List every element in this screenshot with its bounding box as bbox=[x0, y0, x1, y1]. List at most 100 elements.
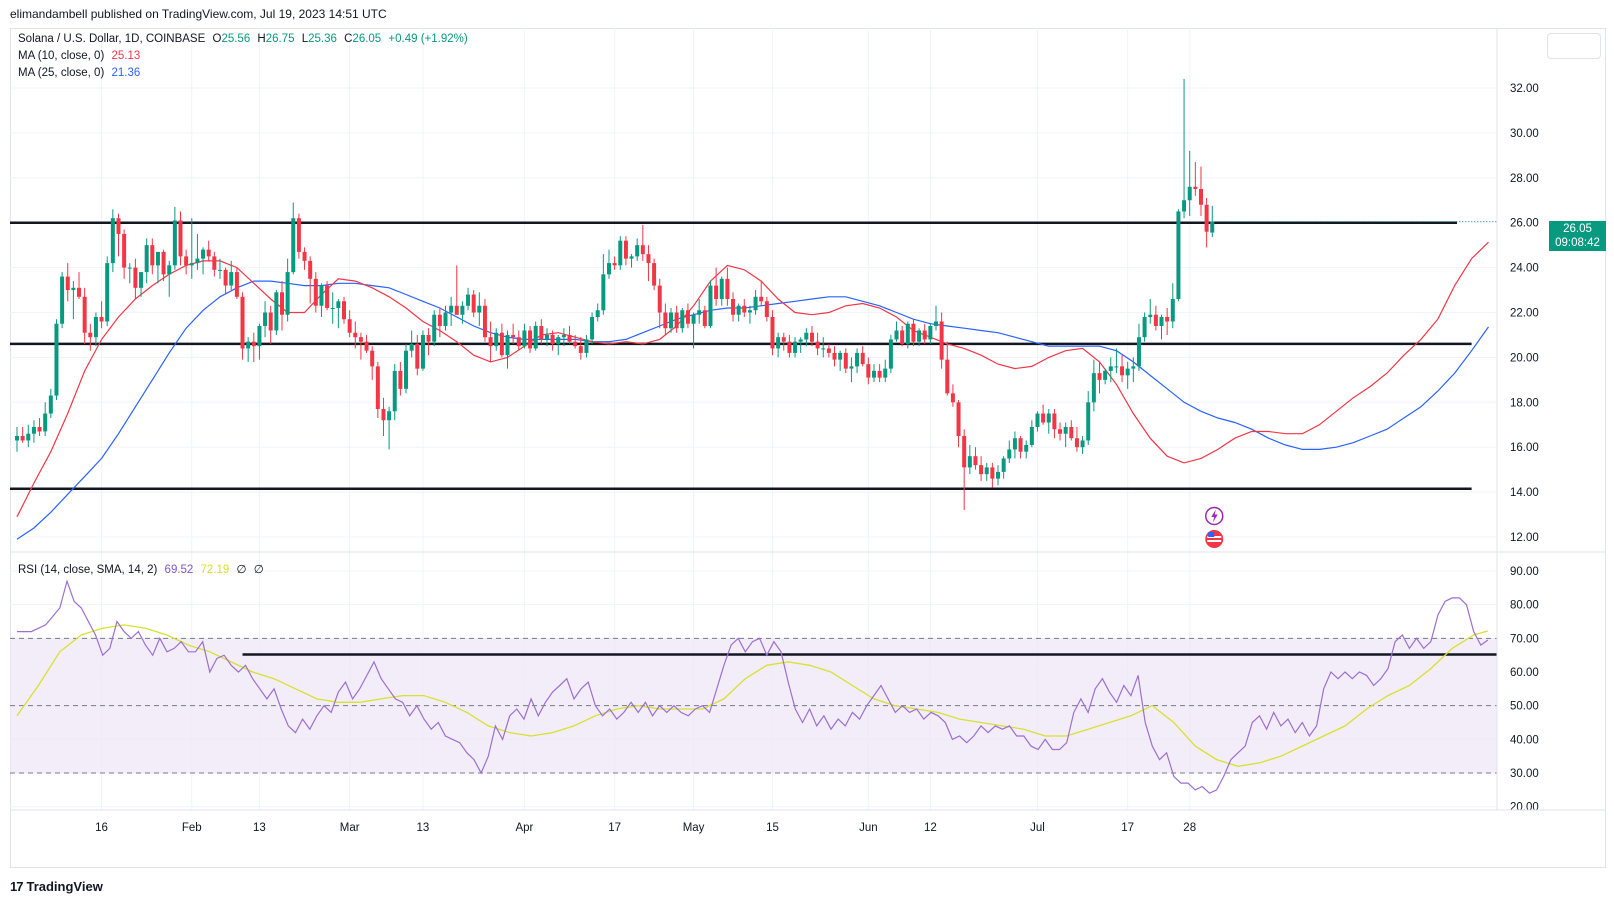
chart-settings-box[interactable] bbox=[1547, 33, 1601, 59]
candle-body bbox=[392, 370, 397, 412]
candle-body bbox=[567, 334, 572, 342]
candle-body bbox=[1136, 337, 1141, 367]
candle-body bbox=[71, 287, 76, 291]
candle-body bbox=[1198, 189, 1203, 205]
candle-body bbox=[1159, 316, 1164, 326]
rsi-extra-2: ∅ bbox=[253, 564, 264, 576]
candle-body bbox=[1052, 413, 1057, 430]
candle-body bbox=[652, 263, 657, 286]
candle-body bbox=[950, 393, 955, 403]
candlestick-series bbox=[15, 79, 1215, 511]
flash-icon-bolt bbox=[1211, 509, 1218, 523]
tradingview-logo[interactable]: 17 TradingView bbox=[10, 879, 103, 894]
candle-body bbox=[505, 334, 510, 356]
chart-icons[interactable] bbox=[1205, 506, 1224, 548]
candle-body bbox=[99, 316, 104, 322]
ma25-value: 21.36 bbox=[111, 67, 141, 79]
candle-body bbox=[409, 343, 414, 351]
candle-body bbox=[674, 312, 679, 329]
candle-body bbox=[296, 218, 301, 252]
ma25-legend[interactable]: MA (25, close, 0) 21.36 bbox=[18, 67, 144, 79]
candle-body bbox=[933, 321, 938, 326]
candle-body bbox=[606, 263, 611, 275]
candle-body bbox=[1046, 413, 1051, 423]
candle-body bbox=[623, 240, 628, 259]
candle-body bbox=[353, 332, 358, 338]
candle-body bbox=[798, 339, 803, 342]
candle-body bbox=[731, 299, 736, 315]
candle-body bbox=[1063, 426, 1068, 434]
price-axis-label: 20.00 bbox=[1510, 352, 1539, 364]
candle-body bbox=[347, 319, 352, 333]
price-axis-label: 14.00 bbox=[1510, 487, 1539, 499]
rsi-legend[interactable]: RSI (14, close, SMA, 14, 2) 69.52 72.19 … bbox=[18, 562, 268, 576]
candle-body bbox=[612, 263, 617, 266]
candle-body bbox=[911, 323, 916, 342]
candle-body bbox=[1131, 366, 1136, 369]
candle-body bbox=[888, 339, 893, 369]
last-price-tag: 26.05 09:08:42 bbox=[1549, 221, 1606, 251]
candle-body bbox=[426, 334, 431, 342]
candle-body bbox=[917, 330, 922, 342]
rsi-sma-path bbox=[16, 624, 1489, 767]
candle-body bbox=[155, 251, 160, 266]
rsi-axis-label: 90.00 bbox=[1510, 566, 1539, 578]
flag-stripe bbox=[1207, 540, 1222, 542]
candle-body bbox=[139, 272, 144, 288]
candle-body bbox=[48, 395, 53, 414]
time-axis-label: Feb bbox=[182, 822, 202, 834]
price-axis-label: 30.00 bbox=[1510, 128, 1539, 140]
time-axis-label: 17 bbox=[608, 822, 621, 834]
candle-body bbox=[1091, 373, 1096, 403]
candle-body bbox=[685, 310, 690, 324]
price-axis-label: 16.00 bbox=[1510, 442, 1539, 454]
symbol-legend[interactable]: Solana / U.S. Dollar, 1D, COINBASE O25.5… bbox=[18, 33, 472, 45]
candle-body bbox=[1001, 458, 1006, 472]
candle-body bbox=[229, 272, 234, 286]
candle-body bbox=[26, 433, 31, 441]
candle-body bbox=[144, 245, 149, 273]
candle-body bbox=[736, 305, 741, 315]
candle-body bbox=[781, 337, 786, 342]
ma10-legend[interactable]: MA (10, close, 0) 25.13 bbox=[18, 50, 144, 62]
candle-body bbox=[697, 310, 702, 315]
candle-body bbox=[54, 323, 59, 396]
candle-body bbox=[747, 310, 752, 313]
candle-body bbox=[669, 312, 674, 329]
candle-body bbox=[742, 305, 747, 313]
price-axis-label: 22.00 bbox=[1510, 308, 1539, 320]
candle-body bbox=[499, 332, 504, 356]
candle-body bbox=[1176, 211, 1181, 300]
candle-body bbox=[43, 413, 48, 432]
chart-canvas[interactable]: 32.00 30.00 28.00 26.00 24.00 22.00 20.00 18.00… bbox=[10, 28, 1606, 868]
candle-body bbox=[849, 366, 854, 369]
time-axis-label: Apr bbox=[515, 822, 533, 834]
candle-body bbox=[516, 337, 521, 347]
rsi-band bbox=[10, 637, 1497, 774]
candle-body bbox=[821, 348, 826, 350]
candle-body bbox=[65, 276, 70, 291]
price-axis-label: 12.00 bbox=[1510, 532, 1539, 544]
candle-body bbox=[996, 471, 1001, 479]
rsi-axis-label: 20.00 bbox=[1510, 802, 1539, 814]
candle-body bbox=[1148, 314, 1153, 317]
candle-body bbox=[161, 251, 166, 275]
rsi-axis-label: 70.00 bbox=[1510, 633, 1539, 645]
candle-body bbox=[629, 256, 634, 259]
candle-body bbox=[127, 267, 132, 269]
ma25-path bbox=[16, 280, 1489, 540]
candle-body bbox=[584, 339, 589, 353]
candle-body bbox=[1187, 186, 1192, 201]
candle-body bbox=[398, 370, 403, 389]
candle-body bbox=[1069, 426, 1074, 439]
candle-body bbox=[928, 325, 933, 340]
candle-body bbox=[635, 245, 640, 257]
candle-body bbox=[1041, 413, 1046, 423]
candle-body bbox=[302, 251, 307, 261]
candle-body bbox=[1193, 186, 1198, 190]
candle-body bbox=[105, 263, 110, 322]
candle-body bbox=[595, 310, 600, 317]
candle-body bbox=[1024, 444, 1029, 452]
candle-body bbox=[285, 272, 290, 315]
ma10-value: 25.13 bbox=[111, 50, 141, 62]
